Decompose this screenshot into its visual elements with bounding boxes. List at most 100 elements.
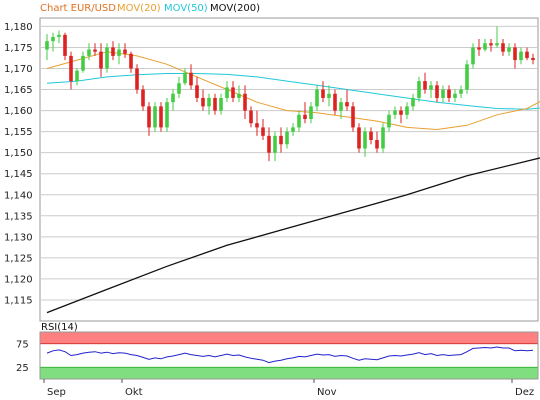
candle-body xyxy=(267,135,271,153)
mov200-line xyxy=(46,157,540,314)
price-tick-label: 1,180 xyxy=(4,22,33,33)
x-axis: Sep Okt Nov Dez xyxy=(43,379,534,398)
candle-body xyxy=(315,89,319,107)
candle-body xyxy=(381,127,385,149)
candle-body xyxy=(393,110,397,115)
candle-body xyxy=(285,131,289,145)
candle-body xyxy=(123,49,127,54)
candle-body xyxy=(513,47,517,61)
rsi-oversold-zone xyxy=(39,366,539,380)
candle-body xyxy=(453,93,457,98)
candle-body xyxy=(117,49,121,56)
x-tick-label: Okt xyxy=(125,387,143,398)
rsi-tick-label: 75 xyxy=(16,339,29,350)
price-panel: 1,180 1,175 1,170 1,165 1,160 1,155 1,150 1,145… xyxy=(4,17,540,322)
candle-body xyxy=(261,127,265,136)
rsi-tick-label: 25 xyxy=(16,363,29,374)
candle-body xyxy=(447,89,451,98)
candle-body xyxy=(231,87,235,98)
candle-body xyxy=(207,97,211,107)
candle-body xyxy=(291,127,295,132)
candle-body xyxy=(405,106,409,115)
candle-body xyxy=(81,55,85,71)
candle-body xyxy=(429,85,433,90)
candle-body xyxy=(69,55,73,82)
candle-body xyxy=(387,114,391,128)
candle-body xyxy=(51,36,55,42)
candle-body xyxy=(201,97,205,107)
candle-body xyxy=(489,43,493,46)
candle-body xyxy=(435,85,439,98)
candle-body xyxy=(213,97,217,111)
price-axis-labels: 1,180 1,175 1,170 1,165 1,160 1,155 1,150 1,145… xyxy=(4,22,33,307)
price-tick-label: 1,125 xyxy=(4,253,33,264)
rsi-panel-frame xyxy=(39,331,539,380)
candle-body xyxy=(399,110,403,115)
candle-body xyxy=(525,51,529,58)
price-tick-label: 1,120 xyxy=(4,274,33,285)
candle-body xyxy=(369,131,373,141)
candle-body xyxy=(177,83,181,94)
candle-body xyxy=(183,72,187,84)
price-panel-frame xyxy=(39,17,539,322)
candle-body xyxy=(417,81,421,98)
candle-body xyxy=(147,106,151,128)
candlesticks xyxy=(45,26,535,162)
price-tick-label: 1,135 xyxy=(4,211,33,222)
rsi-title: RSI(14) xyxy=(41,322,78,333)
price-tick-label: 1,115 xyxy=(4,295,33,306)
candle-body xyxy=(423,81,427,90)
candle-body xyxy=(321,89,325,98)
candle-body xyxy=(129,53,133,69)
candle-body xyxy=(189,72,193,86)
price-tick-label: 1,140 xyxy=(4,190,33,201)
candle-body xyxy=(171,93,175,103)
candle-body xyxy=(93,49,97,52)
candle-body xyxy=(327,93,331,98)
candle-body xyxy=(519,51,523,61)
candle-body xyxy=(363,131,367,149)
price-tick-label: 1,165 xyxy=(4,85,33,96)
candle-body xyxy=(339,102,343,111)
candle-body xyxy=(273,135,277,153)
price-tick-label: 1,160 xyxy=(4,106,33,117)
candle-body xyxy=(483,43,487,50)
rsi-axis-labels: 75 25 xyxy=(16,339,29,374)
candle-body xyxy=(495,43,499,46)
candle-body xyxy=(375,140,379,149)
price-tick-label: 1,155 xyxy=(4,127,33,138)
legend-chart-label: Chart EUR/USD xyxy=(40,3,116,14)
legend-mov50-label: MOV(50) xyxy=(164,3,208,14)
rsi-overbought-zone xyxy=(39,331,539,345)
price-tick-label: 1,175 xyxy=(4,43,33,54)
candle-body xyxy=(75,70,79,82)
candle-body xyxy=(351,106,355,128)
candle-body xyxy=(141,89,145,107)
candle-body xyxy=(219,97,223,111)
candle-body xyxy=(105,47,109,69)
x-tick-label: Nov xyxy=(317,387,337,398)
candle-body xyxy=(225,87,229,98)
rsi-panel: RSI(14) 75 25 xyxy=(16,322,539,380)
candle-body xyxy=(333,93,337,111)
candle-body xyxy=(165,102,169,128)
candle-body xyxy=(195,85,199,98)
candle-body xyxy=(63,34,67,56)
candle-body xyxy=(531,57,535,61)
x-tick-label: Dez xyxy=(515,387,534,398)
price-tick-label: 1,130 xyxy=(4,232,33,243)
candle-body xyxy=(471,47,475,65)
candle-body xyxy=(459,89,463,94)
price-tick-label: 1,145 xyxy=(4,169,33,180)
candle-body xyxy=(57,34,61,37)
legend-mov20-label: MOV(20) xyxy=(117,3,161,14)
price-tick-label: 1,150 xyxy=(4,148,33,159)
candle-body xyxy=(309,106,313,119)
candle-body xyxy=(411,97,415,107)
candle-body xyxy=(153,106,157,128)
legend-mov200-label: MOV(200) xyxy=(210,3,260,14)
candle-body xyxy=(303,114,307,119)
candle-body xyxy=(45,41,49,50)
candle-body xyxy=(87,49,91,56)
